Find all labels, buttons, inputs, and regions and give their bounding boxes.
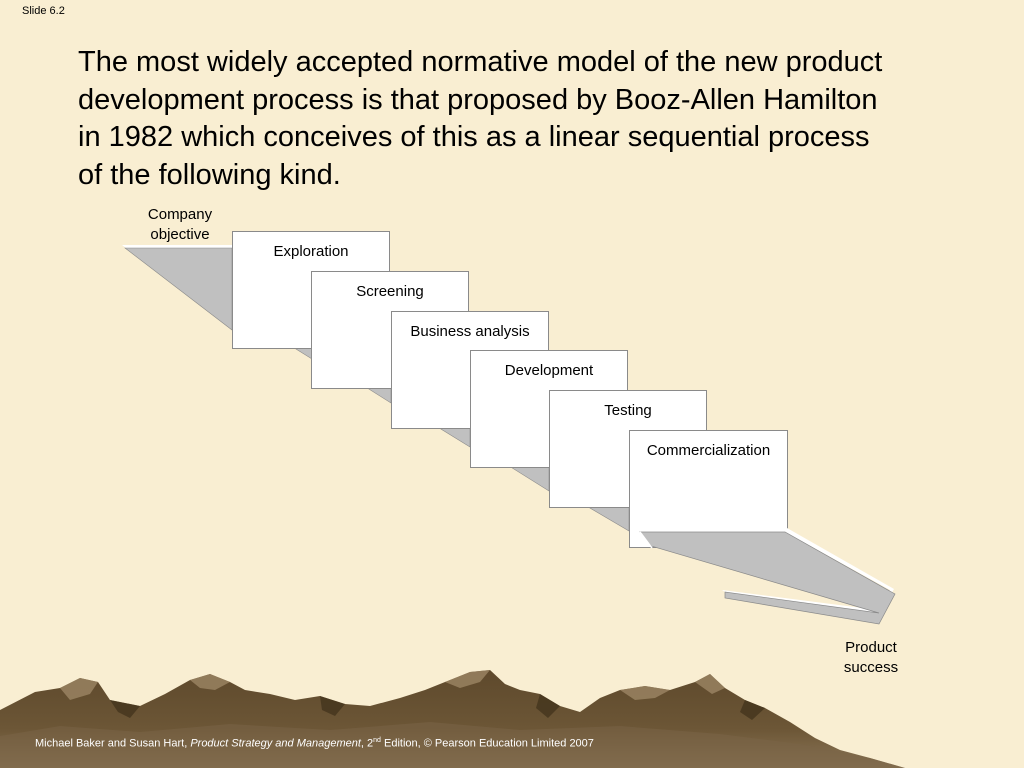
mountain-landscape bbox=[0, 670, 905, 768]
start-label-line-1: Company bbox=[147, 206, 213, 223]
stage-label-screening: Screening bbox=[356, 283, 424, 300]
start-label-line-2: objective bbox=[150, 226, 210, 243]
footer-rest: Edition, © Pearson Education Limited 200… bbox=[380, 737, 594, 750]
headline-line-2: development process is that proposed by … bbox=[78, 83, 878, 116]
slide-headline: The most widely accepted normative model… bbox=[78, 44, 978, 194]
footer-citation: Michael Baker and Susan Hart, Product St… bbox=[35, 737, 594, 750]
stage-label-commercialization: Commercialization bbox=[646, 442, 771, 459]
end-label-line-2: success bbox=[843, 659, 899, 676]
stage-label-development: Development bbox=[504, 362, 594, 379]
stage-box-testing: Testing bbox=[549, 390, 707, 508]
final-arrow bbox=[637, 528, 896, 625]
product-success-label: Product success bbox=[826, 638, 916, 678]
arrow-1 bbox=[122, 245, 233, 331]
footer-edition-suffix: nd bbox=[373, 737, 381, 744]
footer-edition-prefix: , 2 bbox=[360, 737, 374, 750]
company-objective-label: Company objective bbox=[134, 205, 226, 245]
end-label-line-1: Product bbox=[845, 639, 897, 656]
footer-book-title: Product Strategy and Management bbox=[190, 737, 361, 750]
slide-number: Slide 6.2 bbox=[22, 5, 65, 17]
stage-label-business-analysis: Business analysis bbox=[410, 323, 530, 340]
headline-line-3: in 1982 which conceives of this as a lin… bbox=[78, 121, 870, 153]
headline-line-4: of the following kind. bbox=[78, 158, 341, 191]
stage-label-testing: Testing bbox=[604, 402, 652, 419]
stage-label-exploration: Exploration bbox=[273, 243, 349, 260]
headline-line-1: The most widely accepted normative model… bbox=[78, 46, 883, 78]
footer-authors: Michael Baker and Susan Hart, bbox=[35, 737, 191, 750]
